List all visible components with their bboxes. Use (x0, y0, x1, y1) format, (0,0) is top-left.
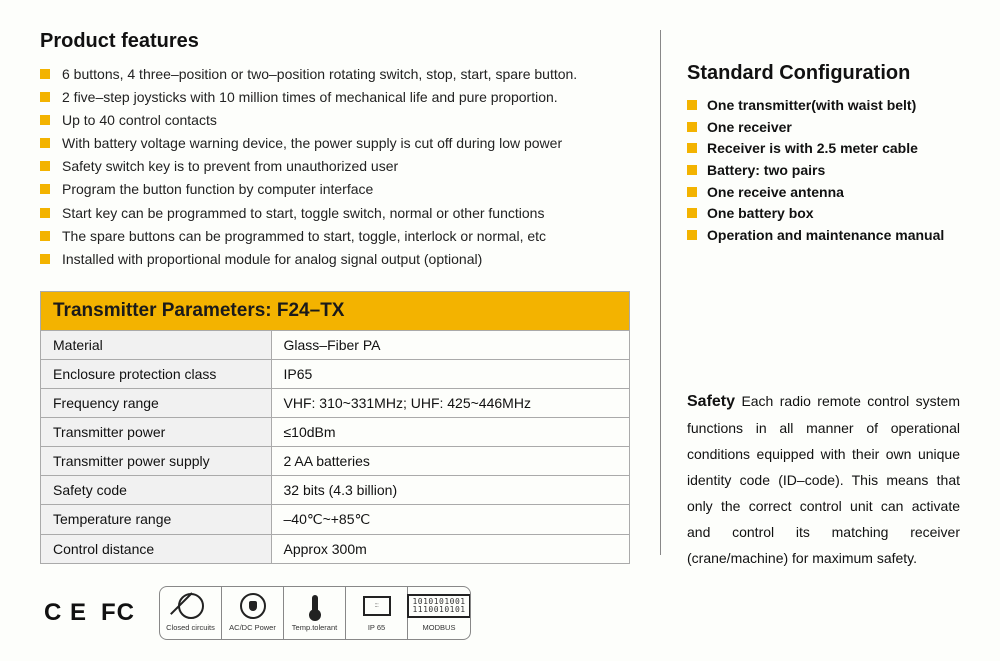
spec-table-header: Transmitter Parameters: F24–TX (41, 292, 629, 331)
safety-text: Each radio remote control system functio… (687, 393, 960, 566)
plug-icon (224, 591, 281, 621)
thermometer-icon (286, 591, 343, 621)
badge-closed-circuits: Closed circuits (160, 587, 222, 639)
list-item: One battery box (687, 203, 960, 225)
spec-label: Temperature range (41, 504, 271, 534)
fc-mark: FC (101, 599, 135, 627)
badge-temp-tolerant: Temp.tolerant (284, 587, 346, 639)
safety-label: Safety (687, 393, 735, 410)
ce-mark: C E (44, 599, 87, 627)
spec-table: MaterialGlass–Fiber PA Enclosure protect… (41, 331, 629, 563)
table-row: MaterialGlass–Fiber PA (41, 331, 629, 360)
list-item: Operation and maintenance manual (687, 225, 960, 247)
certifications-row: C E FC Closed circuits AC/DC Power Temp.… (40, 586, 630, 640)
closed-circuits-icon (162, 591, 219, 621)
spec-value: –40℃~+85℃ (271, 504, 629, 534)
list-item: Program the button function by computer … (40, 178, 630, 201)
features-heading: Product features (40, 30, 630, 53)
badge-label: MODBUS (423, 621, 456, 635)
table-row: Temperature range–40℃~+85℃ (41, 504, 629, 534)
spec-value: VHF: 310~331MHz; UHF: 425~446MHz (271, 388, 629, 417)
list-item: Start key can be programmed to start, to… (40, 202, 630, 225)
left-column: Product features 6 buttons, 4 three–posi… (40, 30, 630, 647)
list-item: One receiver (687, 117, 960, 139)
spec-label: Control distance (41, 534, 271, 563)
spec-value: ≤10dBm (271, 417, 629, 446)
badge-ip65: ::: IP 65 (346, 587, 408, 639)
badge-label: Closed circuits (166, 621, 215, 635)
list-item: Battery: two pairs (687, 160, 960, 182)
list-item: One receive antenna (687, 182, 960, 204)
list-item: 2 five–step joysticks with 10 million ti… (40, 86, 630, 109)
spec-label: Transmitter power supply (41, 446, 271, 475)
spec-label: Enclosure protection class (41, 359, 271, 388)
table-row: Frequency rangeVHF: 310~331MHz; UHF: 425… (41, 388, 629, 417)
spec-value: 32 bits (4.3 billion) (271, 475, 629, 504)
list-item: The spare buttons can be programmed to s… (40, 225, 630, 248)
list-item: With battery voltage warning device, the… (40, 132, 630, 155)
list-item: 6 buttons, 4 three–position or two–posit… (40, 63, 630, 86)
table-row: Control distanceApprox 300m (41, 534, 629, 563)
features-list: 6 buttons, 4 three–position or two–posit… (40, 63, 630, 271)
badge-acdc-power: AC/DC Power (222, 587, 284, 639)
list-item: Safety switch key is to prevent from una… (40, 155, 630, 178)
table-row: Transmitter power supply2 AA batteries (41, 446, 629, 475)
table-row: Transmitter power≤10dBm (41, 417, 629, 446)
list-item: Receiver is with 2.5 meter cable (687, 138, 960, 160)
display-icon: ::: (348, 591, 405, 621)
spec-label: Frequency range (41, 388, 271, 417)
spec-value: Glass–Fiber PA (271, 331, 629, 360)
page: Product features 6 buttons, 4 three–posi… (0, 0, 1000, 661)
spec-value: IP65 (271, 359, 629, 388)
binary-icon: 10101010011110010101 (410, 591, 468, 621)
spec-label: Transmitter power (41, 417, 271, 446)
spec-value: 2 AA batteries (271, 446, 629, 475)
list-item: One transmitter(with waist belt) (687, 95, 960, 117)
table-row: Enclosure protection classIP65 (41, 359, 629, 388)
badge-modbus: 10101010011110010101 MODBUS (408, 587, 470, 639)
badge-label: Temp.tolerant (292, 621, 337, 635)
spec-label: Material (41, 331, 271, 360)
spec-table-container: Transmitter Parameters: F24–TX MaterialG… (40, 291, 630, 564)
safety-paragraph: Safety Each radio remote control system … (687, 387, 960, 572)
badge-label: AC/DC Power (229, 621, 276, 635)
badge-strip: Closed circuits AC/DC Power Temp.toleran… (159, 586, 471, 640)
config-heading: Standard Configuration (687, 62, 960, 85)
list-item: Up to 40 control contacts (40, 109, 630, 132)
badge-label: IP 65 (368, 621, 385, 635)
config-list: One transmitter(with waist belt) One rec… (687, 95, 960, 247)
table-row: Safety code32 bits (4.3 billion) (41, 475, 629, 504)
list-item: Installed with proportional module for a… (40, 248, 630, 271)
spec-label: Safety code (41, 475, 271, 504)
spec-value: Approx 300m (271, 534, 629, 563)
right-column: Standard Configuration One transmitter(w… (660, 30, 960, 555)
